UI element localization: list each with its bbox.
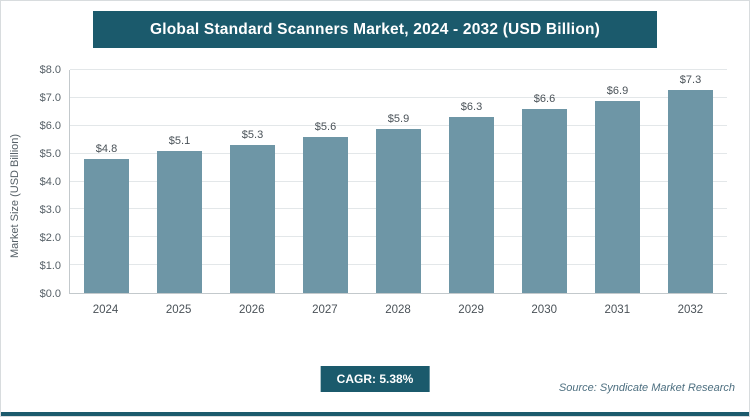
bar-slot: $5.6 (289, 70, 362, 293)
bar (594, 100, 641, 293)
bar-value-label: $5.3 (241, 129, 264, 142)
chart-area: Market Size (USD Billion) $0.0 $1.0 $2.0 $3… (9, 62, 735, 330)
chart-title-bar: Global Standard Scanners Market, 2024 - … (93, 11, 657, 48)
x-axis-tick-labels: 2024 2025 2026 2027 2028 2029 2030 2031 2032 (69, 304, 727, 322)
bar-value-label: $6.3 (460, 101, 483, 114)
bar (375, 128, 422, 293)
chart-title: Global Standard Scanners Market, 2024 - … (149, 20, 601, 38)
bar-value-label: $5.1 (168, 134, 191, 147)
y-tick-label: $2.0 (39, 232, 61, 244)
cagr-badge: CAGR: 5.38% (320, 366, 430, 392)
bar-slot: $5.1 (143, 70, 216, 293)
y-tick-label: $8.0 (39, 64, 61, 76)
bar-value-label: $4.8 (95, 143, 118, 156)
bar (229, 145, 276, 293)
x-tick-label: 2024 (92, 304, 119, 316)
bar-value-label: $6.9 (606, 84, 629, 97)
bar-value-label: $6.6 (533, 93, 556, 106)
x-tick-label: 2032 (677, 304, 704, 316)
bar-slot: $4.8 (70, 70, 143, 293)
bar-slot: $7.3 (654, 70, 727, 293)
source-attribution: Source: Syndicate Market Research (558, 382, 735, 394)
y-axis-tick-labels: $0.0 $1.0 $2.0 $3.0 $4.0 $5.0 $6.0 $7.0 $8.0 (25, 64, 67, 300)
gridline (70, 124, 727, 126)
gridline (70, 69, 727, 70)
y-tick-label: $3.0 (39, 204, 61, 216)
y-tick-label: $7.0 (39, 92, 61, 104)
bar (83, 159, 130, 293)
x-tick-label: 2027 (312, 304, 338, 316)
bar-slot: $6.3 (435, 70, 508, 293)
x-tick-label: 2025 (165, 304, 192, 316)
bar-slot: $5.3 (216, 70, 289, 293)
y-tick-label: $6.0 (39, 120, 61, 132)
y-axis-title: Market Size (USD Billion) (9, 133, 21, 259)
y-tick-label: $4.0 (39, 176, 61, 188)
x-tick-label: 2028 (385, 304, 411, 316)
bar (156, 150, 203, 293)
x-tick-label: 2026 (238, 304, 265, 316)
bar-value-label: $7.3 (679, 73, 702, 86)
bar-series: $4.8 $5.1 $5.3 $5.6 $5.9 $6.3 $6.6 $6.9 $7.3 (70, 70, 727, 293)
y-tick-label: $1.0 (39, 260, 61, 272)
gridline (70, 96, 727, 98)
y-tick-label: $5.0 (39, 148, 61, 160)
plot-area: $4.8 $5.1 $5.3 $5.6 $5.9 $6.3 $6.6 $6.9 $7.3 (69, 69, 727, 294)
x-tick-label: 2029 (458, 304, 484, 316)
bar-slot: $5.9 (362, 70, 435, 293)
x-tick-label: 2030 (531, 304, 557, 316)
chart-footer: CAGR: 5.38% Source: Syndicate Market Res… (1, 366, 749, 394)
y-tick-label: $0.0 (39, 288, 61, 300)
bar (667, 89, 714, 293)
bar (521, 109, 568, 293)
bottom-accent-strip (1, 412, 749, 416)
bar-value-label: $5.9 (387, 112, 410, 125)
bar (448, 117, 495, 293)
bar-slot: $6.6 (508, 70, 581, 293)
bar-slot: $6.9 (581, 70, 654, 293)
x-tick-label: 2031 (604, 304, 631, 316)
bar (302, 136, 349, 293)
bar-value-label: $5.6 (314, 120, 337, 133)
